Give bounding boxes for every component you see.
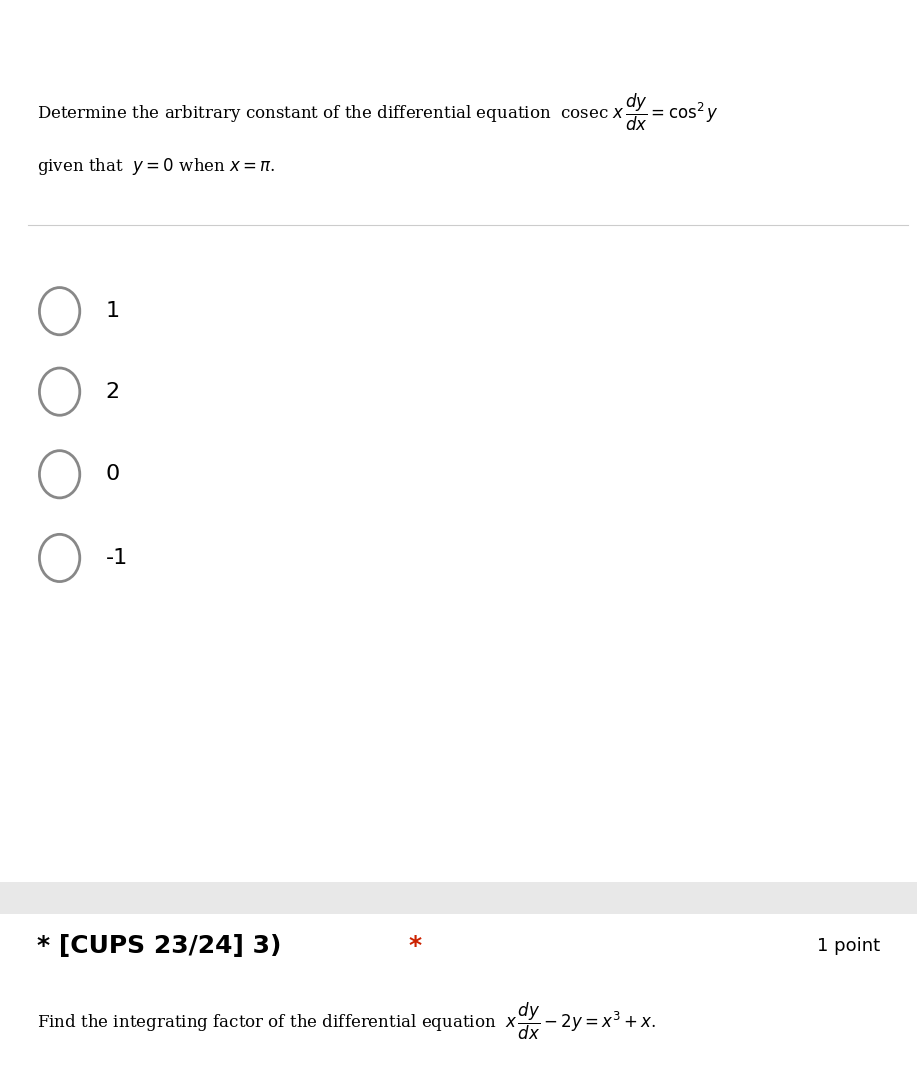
Text: Determine the arbitrary constant of the differential equation  cosec $x\,\dfrac{: Determine the arbitrary constant of the … [37, 92, 719, 133]
Text: given that  $y = 0$ when $x = \pi$.: given that $y = 0$ when $x = \pi$. [37, 156, 275, 177]
Text: * [CUPS 23/24] 3): * [CUPS 23/24] 3) [37, 935, 290, 958]
Text: Find the integrating factor of the differential equation  $x\,\dfrac{dy}{dx} - 2: Find the integrating factor of the diffe… [37, 1001, 656, 1042]
Text: *: * [408, 935, 421, 958]
Text: -1: -1 [105, 548, 127, 568]
Text: 1 point: 1 point [817, 938, 880, 955]
Text: 1: 1 [105, 302, 119, 321]
Text: 2: 2 [105, 382, 119, 401]
FancyBboxPatch shape [0, 882, 917, 914]
Text: 0: 0 [105, 465, 120, 484]
